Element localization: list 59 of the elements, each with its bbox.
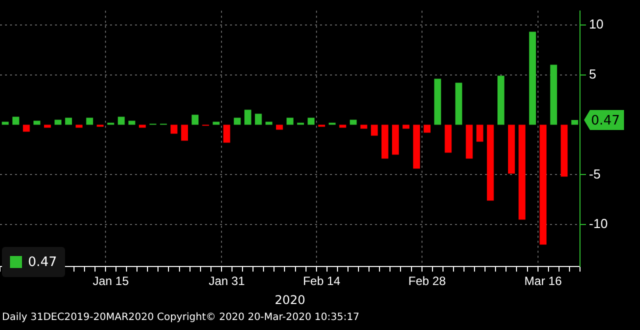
bar — [455, 82, 462, 125]
bar — [33, 120, 40, 125]
bar — [508, 124, 515, 174]
bar — [244, 110, 252, 125]
bar — [444, 124, 452, 153]
bar — [44, 124, 51, 128]
x-tick-label: Feb 28 — [408, 274, 446, 288]
bar — [370, 124, 378, 136]
text: Daily 31DEC2019-20MAR2020 Copyright© 2020 20-Mar-2020 10:35:17 — [2, 312, 360, 323]
bar — [170, 124, 178, 134]
bar — [128, 120, 136, 125]
bar — [381, 124, 388, 159]
bar — [12, 116, 20, 125]
bar — [402, 124, 410, 129]
x-axis-title: 2020 — [274, 293, 306, 307]
bar — [466, 124, 473, 159]
bar — [529, 32, 536, 125]
bar — [540, 124, 547, 245]
bar — [265, 122, 272, 125]
bar — [234, 118, 241, 125]
y-tick-label: 10 — [589, 16, 604, 32]
annotation: 0.47 — [28, 254, 57, 270]
bar — [560, 124, 568, 177]
y-tick-label: -5 — [589, 166, 601, 182]
text: 0.47 — [591, 113, 620, 128]
y-tick-label: 5 — [589, 66, 596, 82]
bar — [22, 124, 30, 132]
x-tick-label: Jan 31 — [208, 274, 246, 288]
y-tick-label: -10 — [589, 216, 608, 232]
bar — [350, 120, 357, 125]
bar — [550, 64, 558, 125]
bar — [434, 78, 442, 125]
bar — [518, 124, 526, 220]
bar — [413, 124, 420, 169]
x-tick-label: Feb 14 — [302, 274, 341, 288]
bar — [392, 124, 399, 155]
x-tick-label: Jan 15 — [92, 274, 130, 288]
bar — [286, 118, 294, 125]
bar — [192, 114, 199, 125]
bar — [54, 120, 62, 125]
bar — [424, 124, 431, 133]
bar — [497, 76, 504, 125]
x-tick-label: Mar 16 — [524, 274, 562, 288]
bar — [65, 118, 72, 125]
bar — [360, 124, 368, 129]
bar — [2, 122, 9, 125]
bar — [486, 124, 494, 201]
bar — [254, 114, 262, 125]
bar — [476, 124, 484, 142]
bar — [223, 124, 230, 143]
bar — [76, 124, 83, 128]
bar — [212, 122, 220, 125]
bar — [86, 118, 94, 125]
bar — [138, 124, 146, 128]
bar — [118, 116, 125, 125]
bar — [276, 124, 283, 130]
bar — [308, 118, 315, 125]
bar — [181, 124, 188, 141]
bar — [339, 124, 346, 128]
